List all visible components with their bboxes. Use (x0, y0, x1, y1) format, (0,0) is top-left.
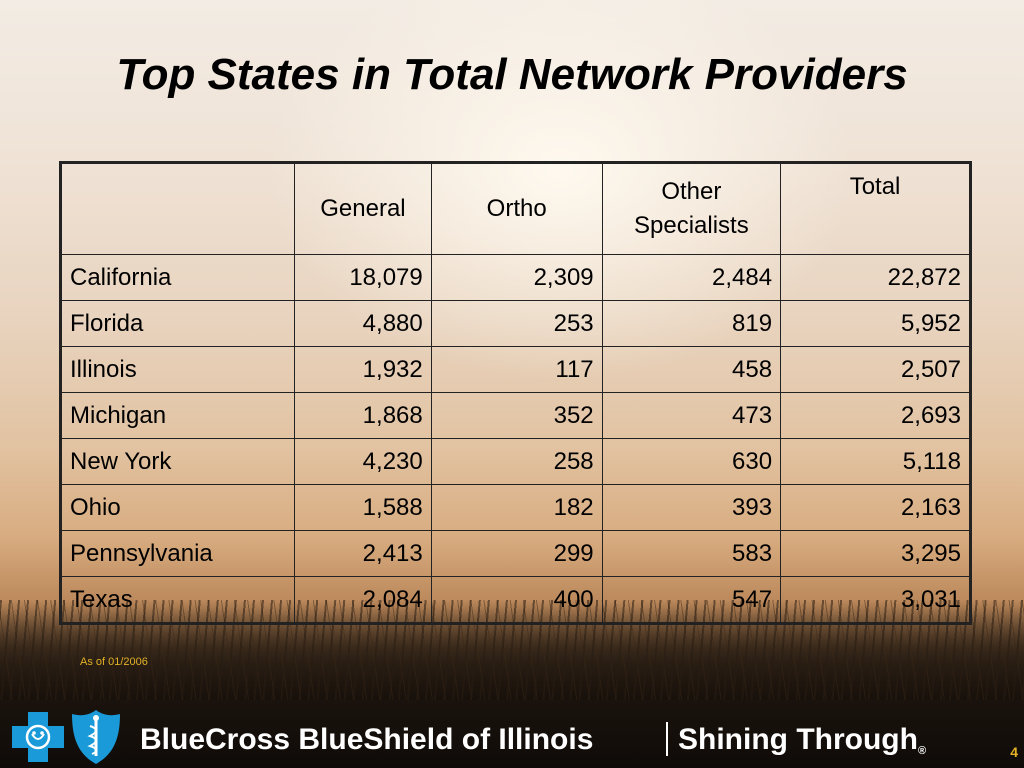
blue-shield-icon (72, 710, 120, 764)
table-row: Illinois 1,932 117 458 2,507 (59, 346, 971, 393)
cell-general: 1,932 (294, 346, 432, 393)
providers-table: General Ortho Other Specialists Total Ca… (59, 161, 972, 625)
cell-other-specialists: 393 (601, 484, 782, 531)
cell-ortho: 182 (430, 484, 603, 531)
cell-other-specialists: 547 (601, 576, 782, 624)
table-row: Florida 4,880 253 819 5,952 (59, 300, 971, 347)
cell-general: 4,880 (294, 300, 432, 347)
cell-state: Ohio (59, 484, 296, 531)
cell-state: Florida (59, 300, 296, 347)
cell-general: 2,413 (294, 530, 432, 577)
cell-other-specialists: 473 (601, 392, 782, 439)
cell-ortho: 400 (430, 576, 603, 624)
cell-total: 2,163 (780, 484, 971, 531)
cell-general: 18,079 (294, 254, 432, 301)
cell-ortho: 2,309 (430, 254, 603, 301)
cell-total: 2,693 (780, 392, 971, 439)
slide-number: 4 (1010, 744, 1018, 760)
cell-state: Pennsylvania (59, 530, 296, 577)
cell-total: 2,507 (780, 346, 971, 393)
cell-total: 3,295 (780, 530, 971, 577)
cell-state: Illinois (59, 346, 296, 393)
header-ortho: Ortho (430, 162, 603, 255)
brand-name: BlueCross BlueShield of Illinois (140, 723, 594, 756)
header-general: General (294, 162, 432, 255)
header-other-line1: Other (661, 178, 722, 205)
cell-state: New York (59, 438, 296, 485)
cell-general: 4,230 (294, 438, 432, 485)
table-row: California 18,079 2,309 2,484 22,872 (59, 254, 971, 301)
cell-other-specialists: 819 (601, 300, 782, 347)
blue-cross-icon (12, 712, 64, 762)
cell-general: 2,084 (294, 576, 432, 624)
cell-state: California (59, 254, 296, 301)
cell-ortho: 299 (430, 530, 603, 577)
footer-band (0, 700, 1024, 768)
table-row: Michigan 1,868 352 473 2,693 (59, 392, 971, 439)
cell-ortho: 253 (430, 300, 603, 347)
cell-general: 1,868 (294, 392, 432, 439)
brand-tagline: Shining Through® (678, 723, 926, 757)
cell-state: Texas (59, 576, 296, 624)
cell-other-specialists: 458 (601, 346, 782, 393)
header-other-specialists: Other Specialists (601, 162, 782, 255)
cell-ortho: 117 (430, 346, 603, 393)
header-state (59, 162, 296, 255)
tagline-text: Shining Through (678, 723, 918, 756)
registered-mark: ® (917, 745, 927, 757)
as-of-note: As of 01/2006 (80, 656, 148, 668)
header-total: Total (780, 162, 971, 255)
cell-general: 1,588 (294, 484, 432, 531)
table-row: Texas 2,084 400 547 3,031 (59, 576, 971, 624)
cell-total: 22,872 (780, 254, 971, 301)
table-header-row: General Ortho Other Specialists Total (59, 162, 971, 255)
cell-ortho: 258 (430, 438, 603, 485)
table-row: New York 4,230 258 630 5,118 (59, 438, 971, 485)
cell-total: 3,031 (780, 576, 971, 624)
cell-total: 5,118 (780, 438, 971, 485)
table-row: Pennsylvania 2,413 299 583 3,295 (59, 530, 971, 577)
header-other-line2: Specialists (634, 212, 749, 239)
cell-other-specialists: 583 (601, 530, 782, 577)
cell-state: Michigan (59, 392, 296, 439)
table-row: Ohio 1,588 182 393 2,163 (59, 484, 971, 531)
cell-ortho: 352 (430, 392, 603, 439)
cell-other-specialists: 2,484 (601, 254, 782, 301)
cell-total: 5,952 (780, 300, 971, 347)
slide-title: Top States in Total Network Providers (116, 50, 908, 99)
cell-other-specialists: 630 (601, 438, 782, 485)
brand-divider (666, 722, 668, 756)
